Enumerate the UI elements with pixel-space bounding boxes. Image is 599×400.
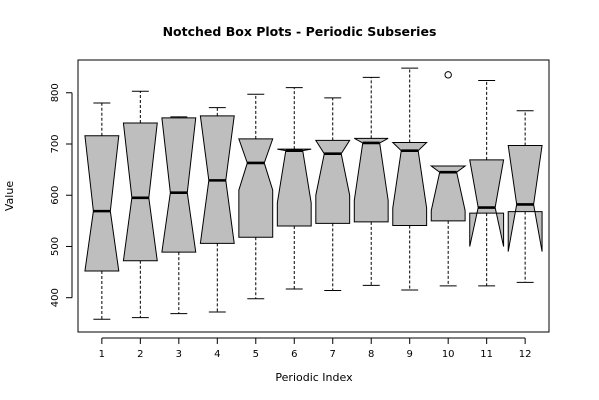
x-tick-label: 5: [253, 349, 259, 360]
plot-frame: [77, 59, 550, 333]
box-9: [391, 67, 428, 291]
x-tick-label: 4: [214, 349, 220, 360]
notched-box: [238, 138, 274, 238]
y-tick-label: 800: [50, 83, 61, 102]
notched-box: [429, 165, 467, 222]
box-7: [314, 97, 351, 292]
x-tick-label: 9: [407, 349, 413, 360]
x-tick-label: 3: [176, 349, 182, 360]
y-tick-label: 400: [50, 288, 61, 307]
y-tick-label: 600: [50, 186, 61, 205]
x-tick-label: 7: [330, 349, 336, 360]
box-12: [507, 110, 543, 283]
y-axis: 400 500 600 700 800: [50, 83, 73, 307]
box-5: [238, 93, 274, 300]
x-tick-label: 2: [137, 349, 143, 360]
box-2: [122, 90, 158, 319]
notched-box: [469, 159, 505, 247]
box-10: [429, 71, 467, 287]
box-6: [276, 87, 312, 290]
notched-box: [507, 145, 543, 252]
y-tick-label: 700: [50, 134, 61, 153]
x-tick-label: 11: [480, 349, 493, 360]
x-tick-label: 10: [442, 349, 455, 360]
box-8: [353, 76, 389, 286]
x-axis-label: Periodic Index: [275, 371, 353, 384]
box-11: [469, 79, 505, 287]
x-axis: 1 2 3 4 5 6 7 8 9 10 11 12: [99, 337, 532, 360]
notched-box: [276, 148, 312, 227]
notched-box: [122, 122, 158, 262]
x-tick-label: 8: [368, 349, 374, 360]
notched-box: [391, 141, 428, 226]
x-tick-label: 6: [291, 349, 297, 360]
y-tick-label: 500: [50, 237, 61, 256]
notched-box: [84, 135, 120, 272]
notched-box: [353, 137, 389, 223]
notched-box: [314, 139, 351, 224]
chart-title: Notched Box Plots - Periodic Subseries: [163, 24, 437, 39]
box-3: [161, 116, 197, 315]
y-axis-label: Value: [3, 181, 16, 211]
outlier-point: [444, 71, 452, 79]
boxes-layer: [84, 67, 543, 320]
notched-box: [161, 117, 197, 253]
box-1: [84, 102, 120, 320]
box-4: [199, 107, 235, 313]
x-tick-label: 12: [519, 349, 532, 360]
x-tick-label: 1: [99, 349, 105, 360]
